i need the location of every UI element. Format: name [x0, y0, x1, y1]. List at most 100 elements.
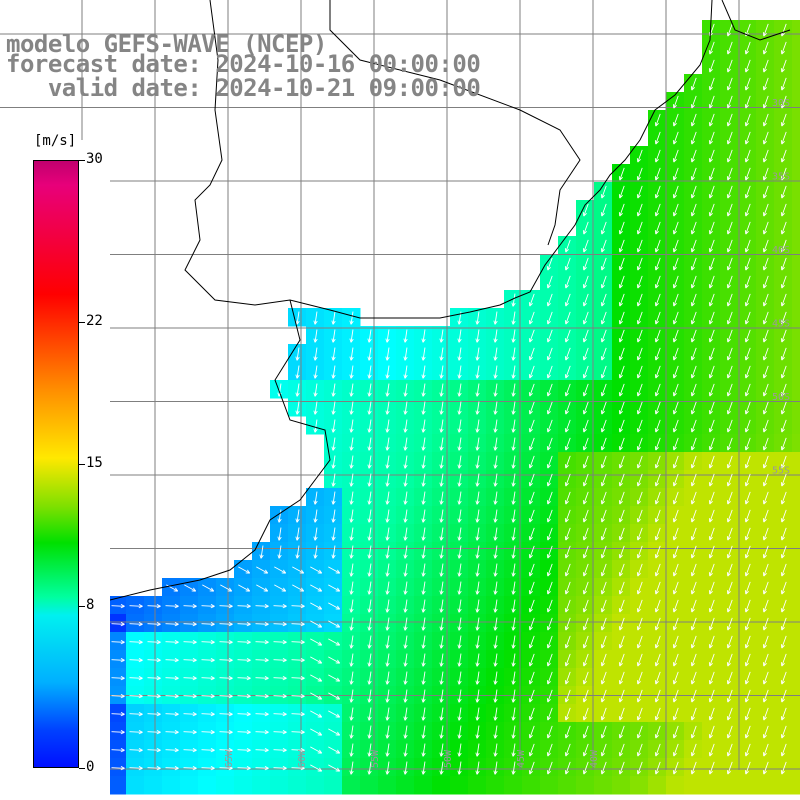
wind-cell: [774, 272, 793, 291]
wind-cell: [738, 524, 757, 543]
wind-cell: [720, 128, 739, 147]
wind-arrow: [273, 694, 287, 699]
wind-arrow: [564, 329, 571, 343]
wind-arrow: [708, 347, 715, 361]
wind-arrow: [111, 730, 125, 735]
wind-cell: [396, 398, 415, 417]
wind-arrow: [708, 257, 715, 271]
wind-arrow: [708, 689, 715, 703]
wind-arrow: [564, 653, 571, 667]
wind-cell: [432, 758, 451, 777]
wind-cell: [630, 290, 649, 309]
wind-cell: [594, 560, 613, 579]
wind-cell: [378, 704, 397, 723]
wind-arrow: [349, 599, 354, 613]
wind-cell: [576, 614, 595, 633]
wind-arrow: [385, 455, 390, 469]
wind-arrow: [421, 329, 426, 343]
wind-cell: [522, 308, 541, 327]
wind-cell: [666, 578, 685, 597]
wind-arrow: [403, 671, 408, 685]
wind-arrow: [403, 401, 408, 415]
wind-arrow: [654, 563, 661, 577]
wind-cell: [612, 758, 631, 777]
wind-cell: [684, 614, 703, 633]
wind-arrow: [528, 617, 535, 631]
wind-cell: [594, 236, 613, 255]
wind-cell: [576, 344, 595, 363]
wind-cell: [720, 614, 739, 633]
wind-cell: [630, 578, 649, 597]
wind-arrow: [457, 563, 462, 577]
wind-arrow: [780, 455, 787, 469]
wind-cell: [702, 416, 721, 435]
wind-cell: [666, 110, 685, 129]
wind-cell: [612, 452, 631, 471]
wind-cell: [720, 758, 739, 777]
wind-arrow: [385, 527, 390, 541]
wind-arrow: [726, 77, 733, 91]
wind-arrow: [457, 725, 462, 739]
wind-cell: [324, 416, 343, 435]
wind-arrow: [744, 239, 751, 253]
wind-cell: [612, 416, 631, 435]
colorbar-tick-label: 8: [86, 596, 95, 613]
wind-cell: [720, 56, 739, 75]
wind-arrow: [780, 689, 787, 703]
wind-cell: [684, 128, 703, 147]
wind-cell: [486, 632, 505, 651]
wind-cell: [756, 632, 775, 651]
wind-arrow: [367, 455, 372, 469]
wind-arrow: [528, 707, 535, 721]
wind-arrow: [292, 584, 305, 592]
wind-cell: [540, 758, 559, 777]
wind-arrow: [618, 491, 625, 505]
wind-cell: [756, 218, 775, 237]
coastline-north: [184, 0, 713, 319]
wind-arrow: [654, 617, 661, 631]
wind-arrow: [328, 656, 341, 664]
wind-cell: [270, 668, 289, 687]
wind-arrow: [744, 293, 751, 307]
wind-arrow: [780, 293, 787, 307]
wind-cell: [738, 164, 757, 183]
wind-cell: [468, 614, 487, 633]
wind-arrow: [672, 599, 679, 613]
wind-cell: [612, 182, 631, 201]
wind-cell: [666, 416, 685, 435]
wind-cell: [540, 614, 559, 633]
wind-cell: [756, 146, 775, 165]
wind-arrow: [546, 527, 553, 541]
wind-arrow: [726, 527, 733, 541]
wind-arrow: [349, 545, 354, 559]
wind-cell: [684, 524, 703, 543]
wind-cell: [450, 416, 469, 435]
wind-arrow: [310, 584, 323, 592]
wind-cell: [432, 524, 451, 543]
wind-cell: [576, 200, 595, 219]
wind-arrow: [111, 676, 125, 681]
wind-arrow: [744, 221, 751, 235]
wind-arrow: [546, 725, 553, 739]
wind-cell: [234, 632, 253, 651]
wind-arrow: [201, 748, 215, 753]
wind-cell: [684, 776, 703, 795]
wind-cell: [684, 344, 703, 363]
wind-arrow: [744, 329, 751, 343]
wind-cell: [756, 74, 775, 93]
wind-cell: [180, 596, 199, 615]
wind-arrow: [457, 689, 462, 703]
wind-arrow: [349, 401, 354, 415]
wind-arrow: [636, 455, 643, 469]
wind-arrow: [237, 640, 251, 645]
wind-cell: [612, 524, 631, 543]
wind-cell: [558, 596, 577, 615]
wind-arrow: [618, 653, 625, 667]
colorbar-tick-mark: [79, 768, 85, 769]
wind-cell: [702, 596, 721, 615]
wind-cell: [756, 128, 775, 147]
wind-cell: [558, 344, 577, 363]
wind-cell: [468, 758, 487, 777]
wind-arrow: [600, 221, 607, 235]
wind-arrow: [475, 707, 480, 721]
